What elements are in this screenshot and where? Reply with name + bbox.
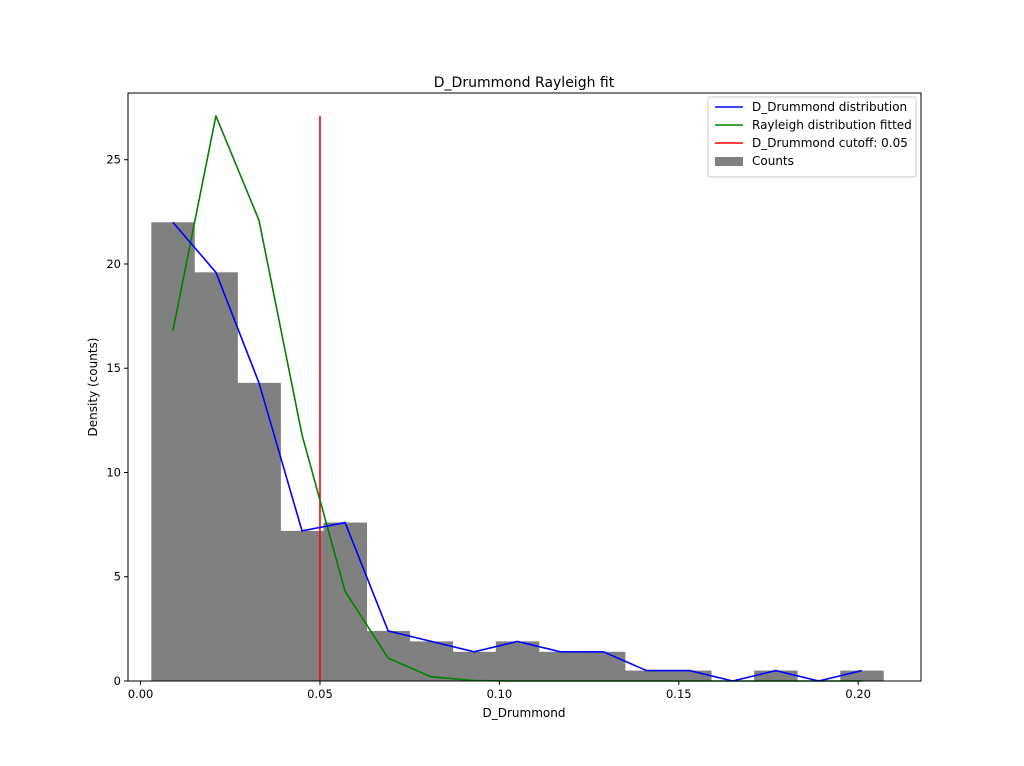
y-tick-label: 25 — [106, 153, 121, 167]
y-tick-label: 10 — [106, 465, 121, 479]
y-tick-label: 0 — [114, 674, 121, 688]
x-axis-title: D_Drummond — [483, 706, 566, 720]
plot-frame — [127, 92, 922, 682]
legend: D_Drummond distribution Rayleigh distribu… — [707, 96, 917, 178]
x-axis: 0.00 0.05 0.10 0.15 0.20 — [128, 681, 871, 701]
histogram-bar — [538, 651, 583, 681]
histogram-bar — [624, 670, 669, 681]
histogram-bar — [366, 630, 411, 681]
histogram-bar — [452, 651, 497, 681]
x-tick-label: 0.05 — [307, 687, 333, 701]
chart-title: D_Drummond Rayleigh fit — [434, 75, 615, 91]
histogram-bar — [151, 222, 195, 681]
histogram-bar — [280, 530, 324, 681]
x-tick-label: 0.00 — [128, 687, 154, 701]
y-axis-title: Density (counts) — [86, 338, 100, 437]
histogram-bar — [754, 670, 798, 681]
legend-label: Counts — [752, 154, 794, 168]
legend-label: Rayleigh distribution fitted — [752, 118, 912, 132]
histogram-bar — [237, 382, 281, 681]
y-tick-label: 5 — [114, 570, 121, 584]
histogram-bar — [409, 641, 454, 681]
x-tick-label: 0.20 — [845, 687, 871, 701]
x-tick-label: 0.10 — [487, 687, 513, 701]
histogram-bar — [840, 670, 884, 681]
x-tick-label: 0.15 — [666, 687, 692, 701]
legend-box — [707, 96, 917, 178]
legend-label: D_Drummond distribution — [752, 100, 907, 114]
histogram-bar — [668, 670, 712, 681]
legend-label: D_Drummond cutoff: 0.05 — [752, 136, 908, 150]
histogram-bar — [323, 522, 368, 681]
y-tick-label: 15 — [106, 361, 121, 375]
histogram-bar — [194, 272, 238, 681]
distribution-line — [172, 221, 862, 682]
y-tick-label: 20 — [106, 257, 121, 271]
legend-swatch — [715, 157, 743, 166]
histogram-bar — [581, 651, 626, 681]
histogram-bar — [495, 641, 540, 681]
y-axis: 0 5 10 15 20 25 — [106, 153, 128, 688]
